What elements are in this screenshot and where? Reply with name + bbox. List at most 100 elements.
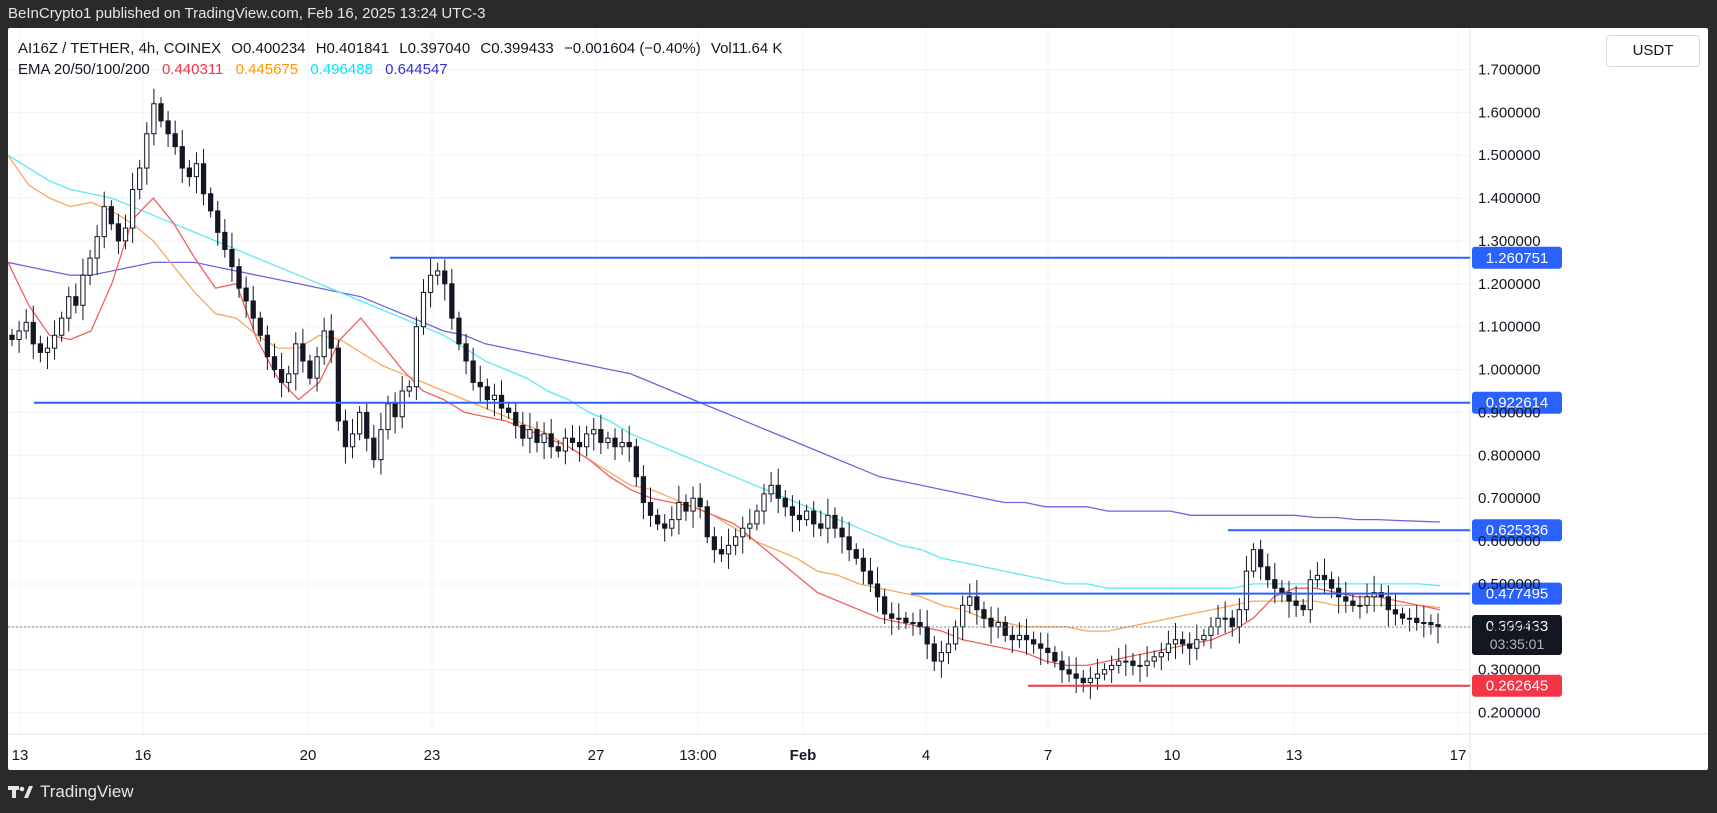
candle-body [945, 643, 952, 654]
candle-body [1137, 664, 1143, 667]
currency-selector[interactable]: USDT [1606, 35, 1700, 67]
candle-body [286, 373, 292, 383]
candle-body [697, 497, 703, 508]
candle-body [725, 544, 732, 555]
candle-body [9, 334, 15, 341]
countdown-text: 03:35:01 [1490, 636, 1545, 652]
symbol-label[interactable]: AI16Z / TETHER, 4h, COINEX [18, 40, 222, 57]
candle-body [1236, 609, 1242, 628]
y-tick-label: 1.200000 [1478, 276, 1541, 293]
level-tag-0.922614 [1472, 391, 1562, 414]
ema-label[interactable]: EMA 20/50/100/200 [18, 61, 150, 78]
last-price-tag [1472, 615, 1562, 656]
candle-body [832, 514, 838, 529]
candle-body [129, 188, 136, 229]
candle-body [754, 510, 760, 525]
candle-body [66, 296, 72, 319]
candle-body [442, 270, 448, 285]
candle-body [30, 321, 36, 345]
tradingview-brand: TradingView [40, 782, 134, 801]
candle-body [215, 210, 221, 233]
candle-body [1300, 604, 1306, 611]
level-tag-0.262645 [1472, 674, 1562, 697]
candle-body [463, 343, 469, 362]
candle-body [1215, 617, 1221, 628]
candle-body [612, 437, 618, 448]
candle-body [761, 493, 767, 512]
y-tick-label: 1.000000 [1478, 362, 1541, 379]
candle-body [1201, 634, 1207, 641]
candle-body [881, 596, 888, 615]
y-tick-label: 1.400000 [1478, 190, 1541, 207]
candle-body [1194, 639, 1200, 649]
candle-body [73, 296, 79, 306]
close-value: C0.399433 [480, 40, 554, 57]
candle-body [236, 266, 242, 289]
candle-body [662, 523, 668, 529]
candle-body [775, 484, 781, 499]
tradingview-logo[interactable]: TradingView [8, 782, 134, 802]
candle-body [633, 446, 639, 478]
candle-body [747, 523, 753, 529]
candle-body [208, 193, 214, 212]
publisher-text: BeInCrypto1 published on TradingView.com… [8, 5, 486, 22]
candle-body [938, 652, 945, 662]
candle-body [406, 386, 412, 392]
candle-body [257, 317, 263, 336]
candle-body [846, 536, 852, 551]
candle-body [1130, 660, 1136, 666]
ema50-value: 0.445675 [235, 61, 299, 78]
candle-body [981, 609, 987, 619]
ema-row: EMA 20/50/100/200 0.440311 0.445675 0.49… [18, 59, 782, 80]
candle-body [1428, 622, 1434, 626]
candle-body [1336, 587, 1342, 598]
level-tag-1.260751 [1472, 246, 1562, 269]
low-value: L0.397040 [399, 40, 471, 57]
candle-body [1229, 617, 1235, 628]
y-tick-label: 0.700000 [1478, 490, 1541, 507]
candle-body [669, 519, 675, 529]
candle-body [115, 223, 122, 242]
candle-body [640, 476, 647, 503]
tradingview-icon [8, 786, 33, 798]
level-tag-text: 1.260751 [1486, 250, 1549, 267]
candle-body [44, 347, 51, 353]
candle-body [704, 506, 710, 538]
last-price-text: 0.399433 [1486, 618, 1549, 635]
x-tick-label: 23 [424, 747, 441, 764]
candle-body [931, 643, 937, 662]
candle-body [1307, 579, 1313, 611]
y-tick-label: 1.300000 [1478, 233, 1541, 250]
candle-body [122, 227, 129, 242]
candle-body [1059, 660, 1065, 671]
candle-body [782, 497, 788, 508]
publisher-bar: BeInCrypto1 published on TradingView.com… [0, 0, 1717, 28]
chart-panel[interactable]: 1.260751 0.922614 0.625336 0.477495 0.262645… [8, 28, 1708, 770]
candle-body [1038, 643, 1044, 649]
candle-body [818, 523, 824, 529]
candle-body [1045, 647, 1051, 654]
candle-body [179, 146, 185, 169]
candle-body [548, 433, 554, 448]
candle-body [839, 527, 845, 538]
candle-body [576, 441, 583, 448]
candle-body [186, 167, 192, 178]
candle-body [796, 514, 803, 521]
candle-body [371, 437, 377, 461]
x-tick-label: 10 [1164, 747, 1181, 764]
candle-body [1179, 639, 1186, 645]
candle-body [484, 386, 490, 401]
candle-body [1293, 600, 1299, 606]
level-tag-text: 0.477495 [1486, 586, 1549, 603]
candle-body [420, 291, 427, 328]
candlestick-chart[interactable]: 1.260751 0.922614 0.625336 0.477495 0.262645… [8, 28, 1708, 770]
candle-body [718, 549, 725, 555]
candle-body [690, 497, 696, 512]
candle-body [193, 163, 200, 178]
candle-body [1258, 549, 1264, 568]
candle-body [1144, 660, 1150, 666]
candle-body [321, 330, 327, 358]
candle-body [1109, 664, 1115, 671]
candle-body [229, 249, 235, 268]
candle-body [59, 317, 65, 336]
